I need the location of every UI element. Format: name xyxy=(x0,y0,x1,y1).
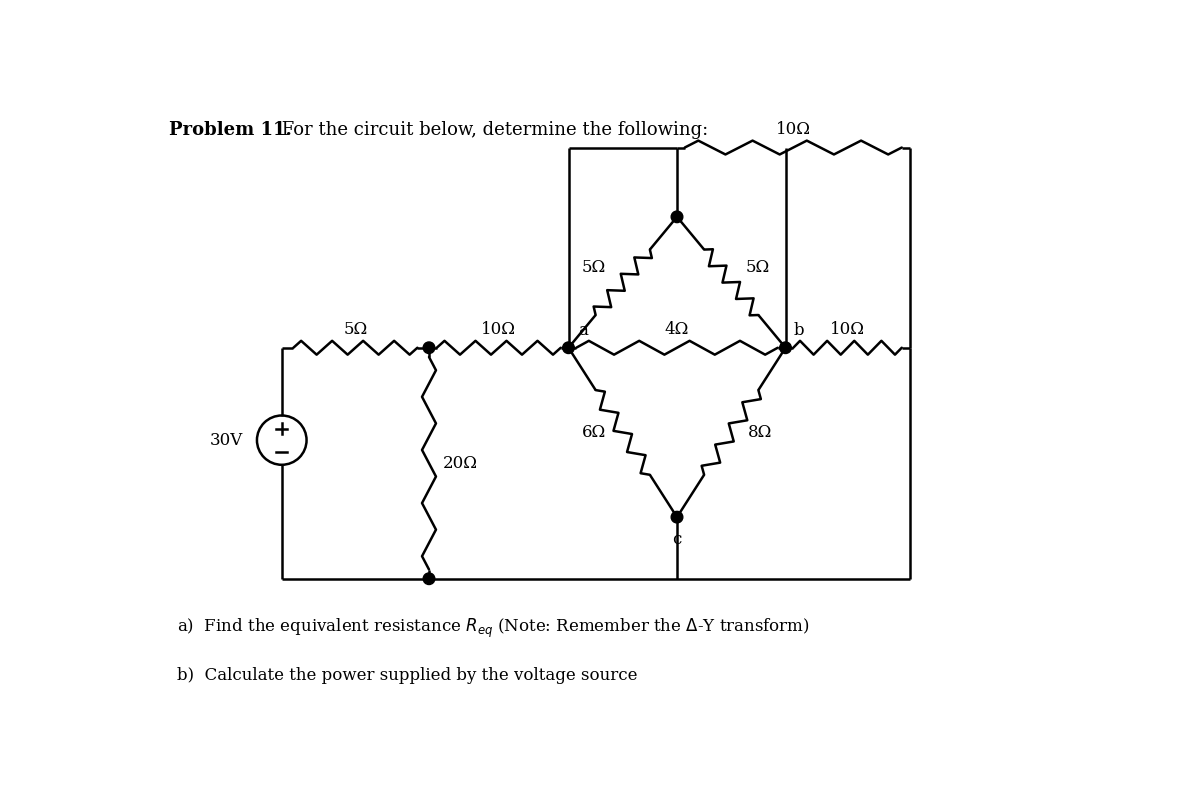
Text: 6Ω: 6Ω xyxy=(582,424,606,441)
Circle shape xyxy=(780,342,791,354)
Text: 8Ω: 8Ω xyxy=(749,424,773,441)
Text: 5Ω: 5Ω xyxy=(745,260,769,276)
Text: a: a xyxy=(578,322,588,339)
Text: 5Ω: 5Ω xyxy=(343,321,367,338)
Text: Problem 11.: Problem 11. xyxy=(169,121,293,139)
Text: 20Ω: 20Ω xyxy=(443,455,478,472)
Circle shape xyxy=(671,511,683,523)
Circle shape xyxy=(671,211,683,222)
Text: 10Ω: 10Ω xyxy=(775,121,811,139)
Circle shape xyxy=(424,573,434,584)
Text: 10Ω: 10Ω xyxy=(481,321,516,338)
Text: c: c xyxy=(672,531,682,548)
Text: 10Ω: 10Ω xyxy=(830,321,865,338)
Text: 30V: 30V xyxy=(210,432,242,449)
Text: a)  Find the equivalent resistance $R_{eq}$ (Note: Remember the $\Delta$-Y trans: a) Find the equivalent resistance $R_{eq… xyxy=(178,617,810,641)
Circle shape xyxy=(563,342,575,354)
Text: b: b xyxy=(793,322,804,339)
Text: 4Ω: 4Ω xyxy=(665,321,689,338)
Circle shape xyxy=(424,342,434,354)
Text: 5Ω: 5Ω xyxy=(582,260,606,276)
Text: For the circuit below, determine the following:: For the circuit below, determine the fol… xyxy=(276,121,708,139)
Text: b)  Calculate the power supplied by the voltage source: b) Calculate the power supplied by the v… xyxy=(178,667,637,684)
